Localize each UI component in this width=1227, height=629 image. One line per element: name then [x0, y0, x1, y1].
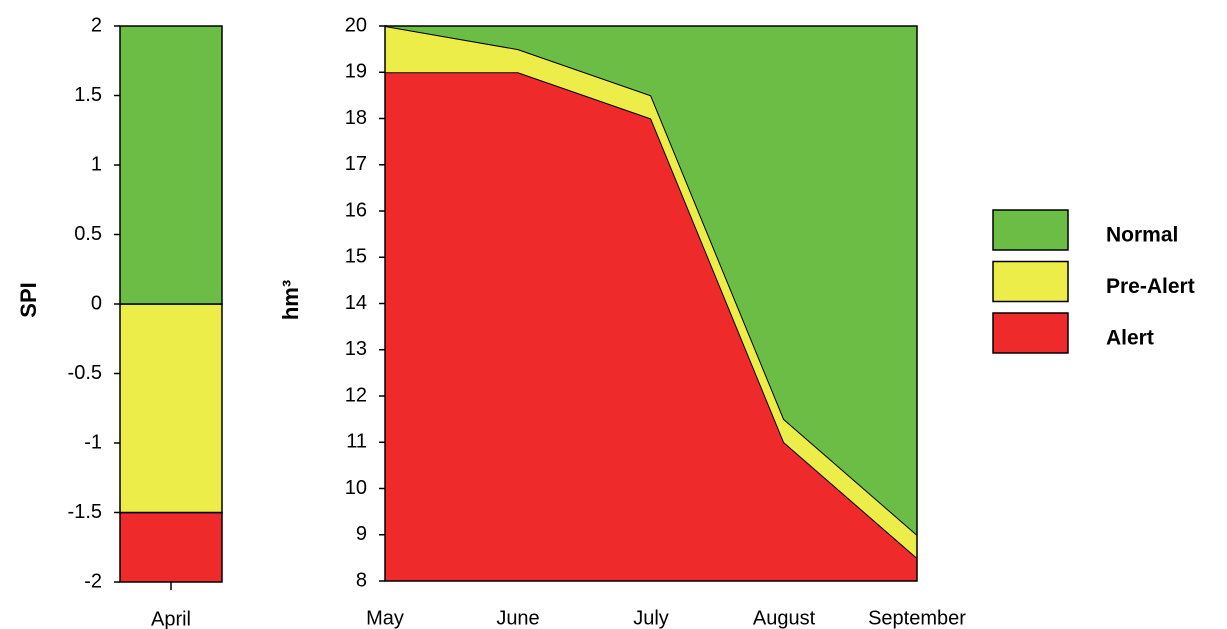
area: [385, 26, 917, 558]
y-tick-label: -1: [84, 431, 102, 453]
area: [385, 26, 917, 535]
bar-segment: [119, 511, 223, 583]
y-tick-label: 8: [356, 569, 367, 591]
legend-swatch: [992, 260, 1069, 303]
y-tick-label: 13: [345, 338, 367, 360]
y-axis-label: hm³: [278, 280, 303, 320]
y-tick-label: 19: [345, 61, 367, 83]
y-tick-label: -0.5: [68, 362, 102, 384]
legend-label: Normal: [1106, 224, 1178, 247]
y-tick-label: 9: [356, 523, 367, 545]
y-tick-label: -1.5: [68, 501, 102, 523]
bar-segment: [119, 303, 223, 514]
y-tick-label: -2: [84, 570, 102, 592]
y-tick-label: 17: [345, 153, 367, 175]
legend-swatch: [992, 209, 1069, 251]
y-tick-label: 10: [345, 477, 367, 499]
y-tick-label: 20: [345, 14, 367, 36]
y-tick-label: 15: [345, 246, 367, 268]
x-tick-label: August: [753, 607, 816, 629]
legend-label: Alert: [1106, 327, 1154, 350]
y-axis-label: SPI: [16, 282, 41, 317]
area: [385, 72, 917, 581]
y-tick-label: 14: [345, 292, 367, 314]
y-tick-label: 0.5: [74, 223, 102, 245]
plot-frame: [384, 25, 918, 582]
y-tick-label: 11: [346, 431, 367, 453]
y-tick-label: 18: [345, 107, 367, 129]
y-tick-label: 2: [91, 14, 102, 36]
y-tick-label: 16: [345, 199, 367, 221]
y-tick-label: 1: [91, 153, 102, 175]
legend-label: Pre-Alert: [1106, 275, 1195, 298]
x-tick-label: April: [151, 608, 191, 629]
legend-swatch: [992, 312, 1069, 354]
y-tick-label: 0: [91, 292, 102, 314]
x-tick-label: September: [868, 607, 966, 629]
y-tick-label: 12: [345, 384, 367, 406]
x-tick-label: July: [633, 607, 669, 629]
y-tick-label: 1.5: [74, 84, 102, 106]
bar-segment: [119, 25, 223, 305]
x-tick-label: May: [366, 607, 404, 629]
x-tick-label: June: [496, 607, 539, 629]
